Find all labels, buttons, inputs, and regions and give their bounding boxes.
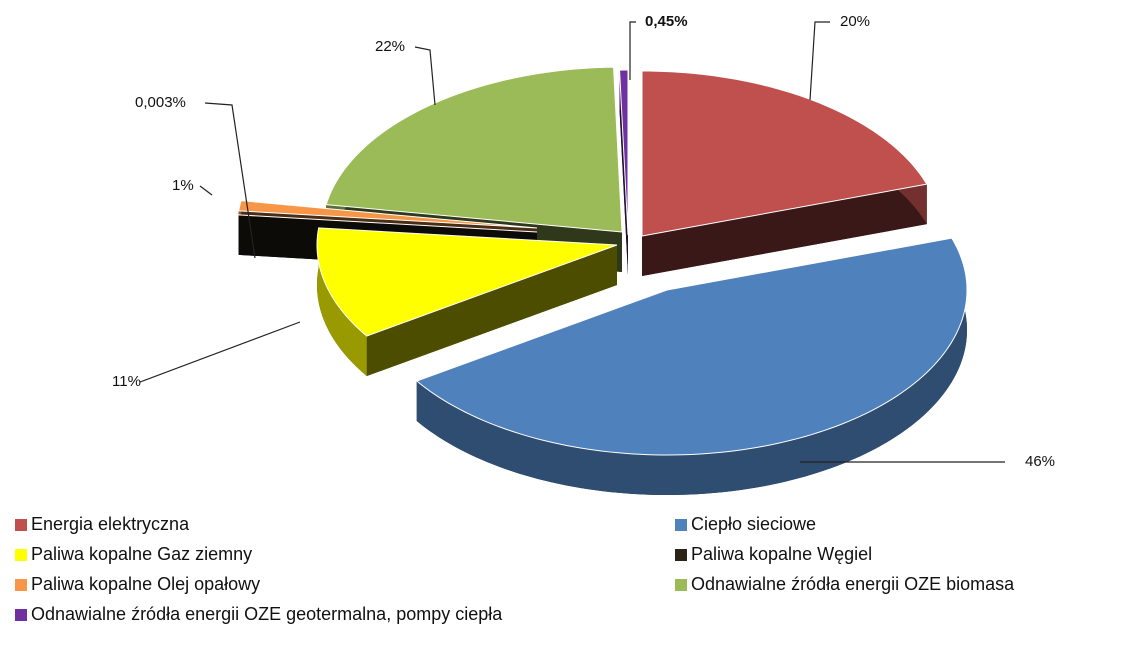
slice-wall xyxy=(642,184,927,276)
leader-line xyxy=(139,321,301,383)
legend-swatch xyxy=(15,549,27,561)
legend-swatch xyxy=(675,579,687,591)
legend-label: Ciepło sieciowe xyxy=(691,514,816,534)
slice xyxy=(619,69,629,236)
legend-swatch xyxy=(675,519,687,531)
slice-side xyxy=(416,238,967,495)
legend-label: Paliwa kopalne Gaz ziemny xyxy=(31,544,252,564)
slice xyxy=(238,200,538,229)
data-label: 46% xyxy=(1025,453,1055,470)
legend-label: Energia elektryczna xyxy=(31,514,190,534)
data-label: 11% xyxy=(112,373,141,390)
legend-swatch xyxy=(675,549,687,561)
legend-label: Odnawialne źródła energii OZE geotermaln… xyxy=(31,604,503,624)
data-label: 0,003% xyxy=(135,94,186,111)
data-label: 22% xyxy=(375,38,405,55)
slice xyxy=(641,70,928,237)
legend-swatch xyxy=(15,609,27,621)
legend-label: Paliwa kopalne Węgiel xyxy=(691,544,872,564)
leader-line xyxy=(414,46,436,106)
legend-swatch xyxy=(15,519,27,531)
slice-wall xyxy=(619,70,628,275)
legend-label: Odnawialne źródła energii OZE biomasa xyxy=(691,574,1015,594)
slice xyxy=(316,227,618,337)
slice xyxy=(415,237,968,456)
leader-line xyxy=(809,21,830,101)
legend-swatch xyxy=(15,579,27,591)
legend-label: Paliwa kopalne Olej opałowy xyxy=(31,574,260,594)
data-label: 20% xyxy=(840,13,870,30)
data-label: 1% xyxy=(172,177,194,194)
leader-line xyxy=(629,21,636,80)
slice xyxy=(238,214,538,233)
data-label: 0,45% xyxy=(645,13,688,30)
leader-line xyxy=(204,102,256,259)
leader-line xyxy=(199,185,213,196)
slice xyxy=(325,66,623,233)
slice-side xyxy=(317,227,367,377)
